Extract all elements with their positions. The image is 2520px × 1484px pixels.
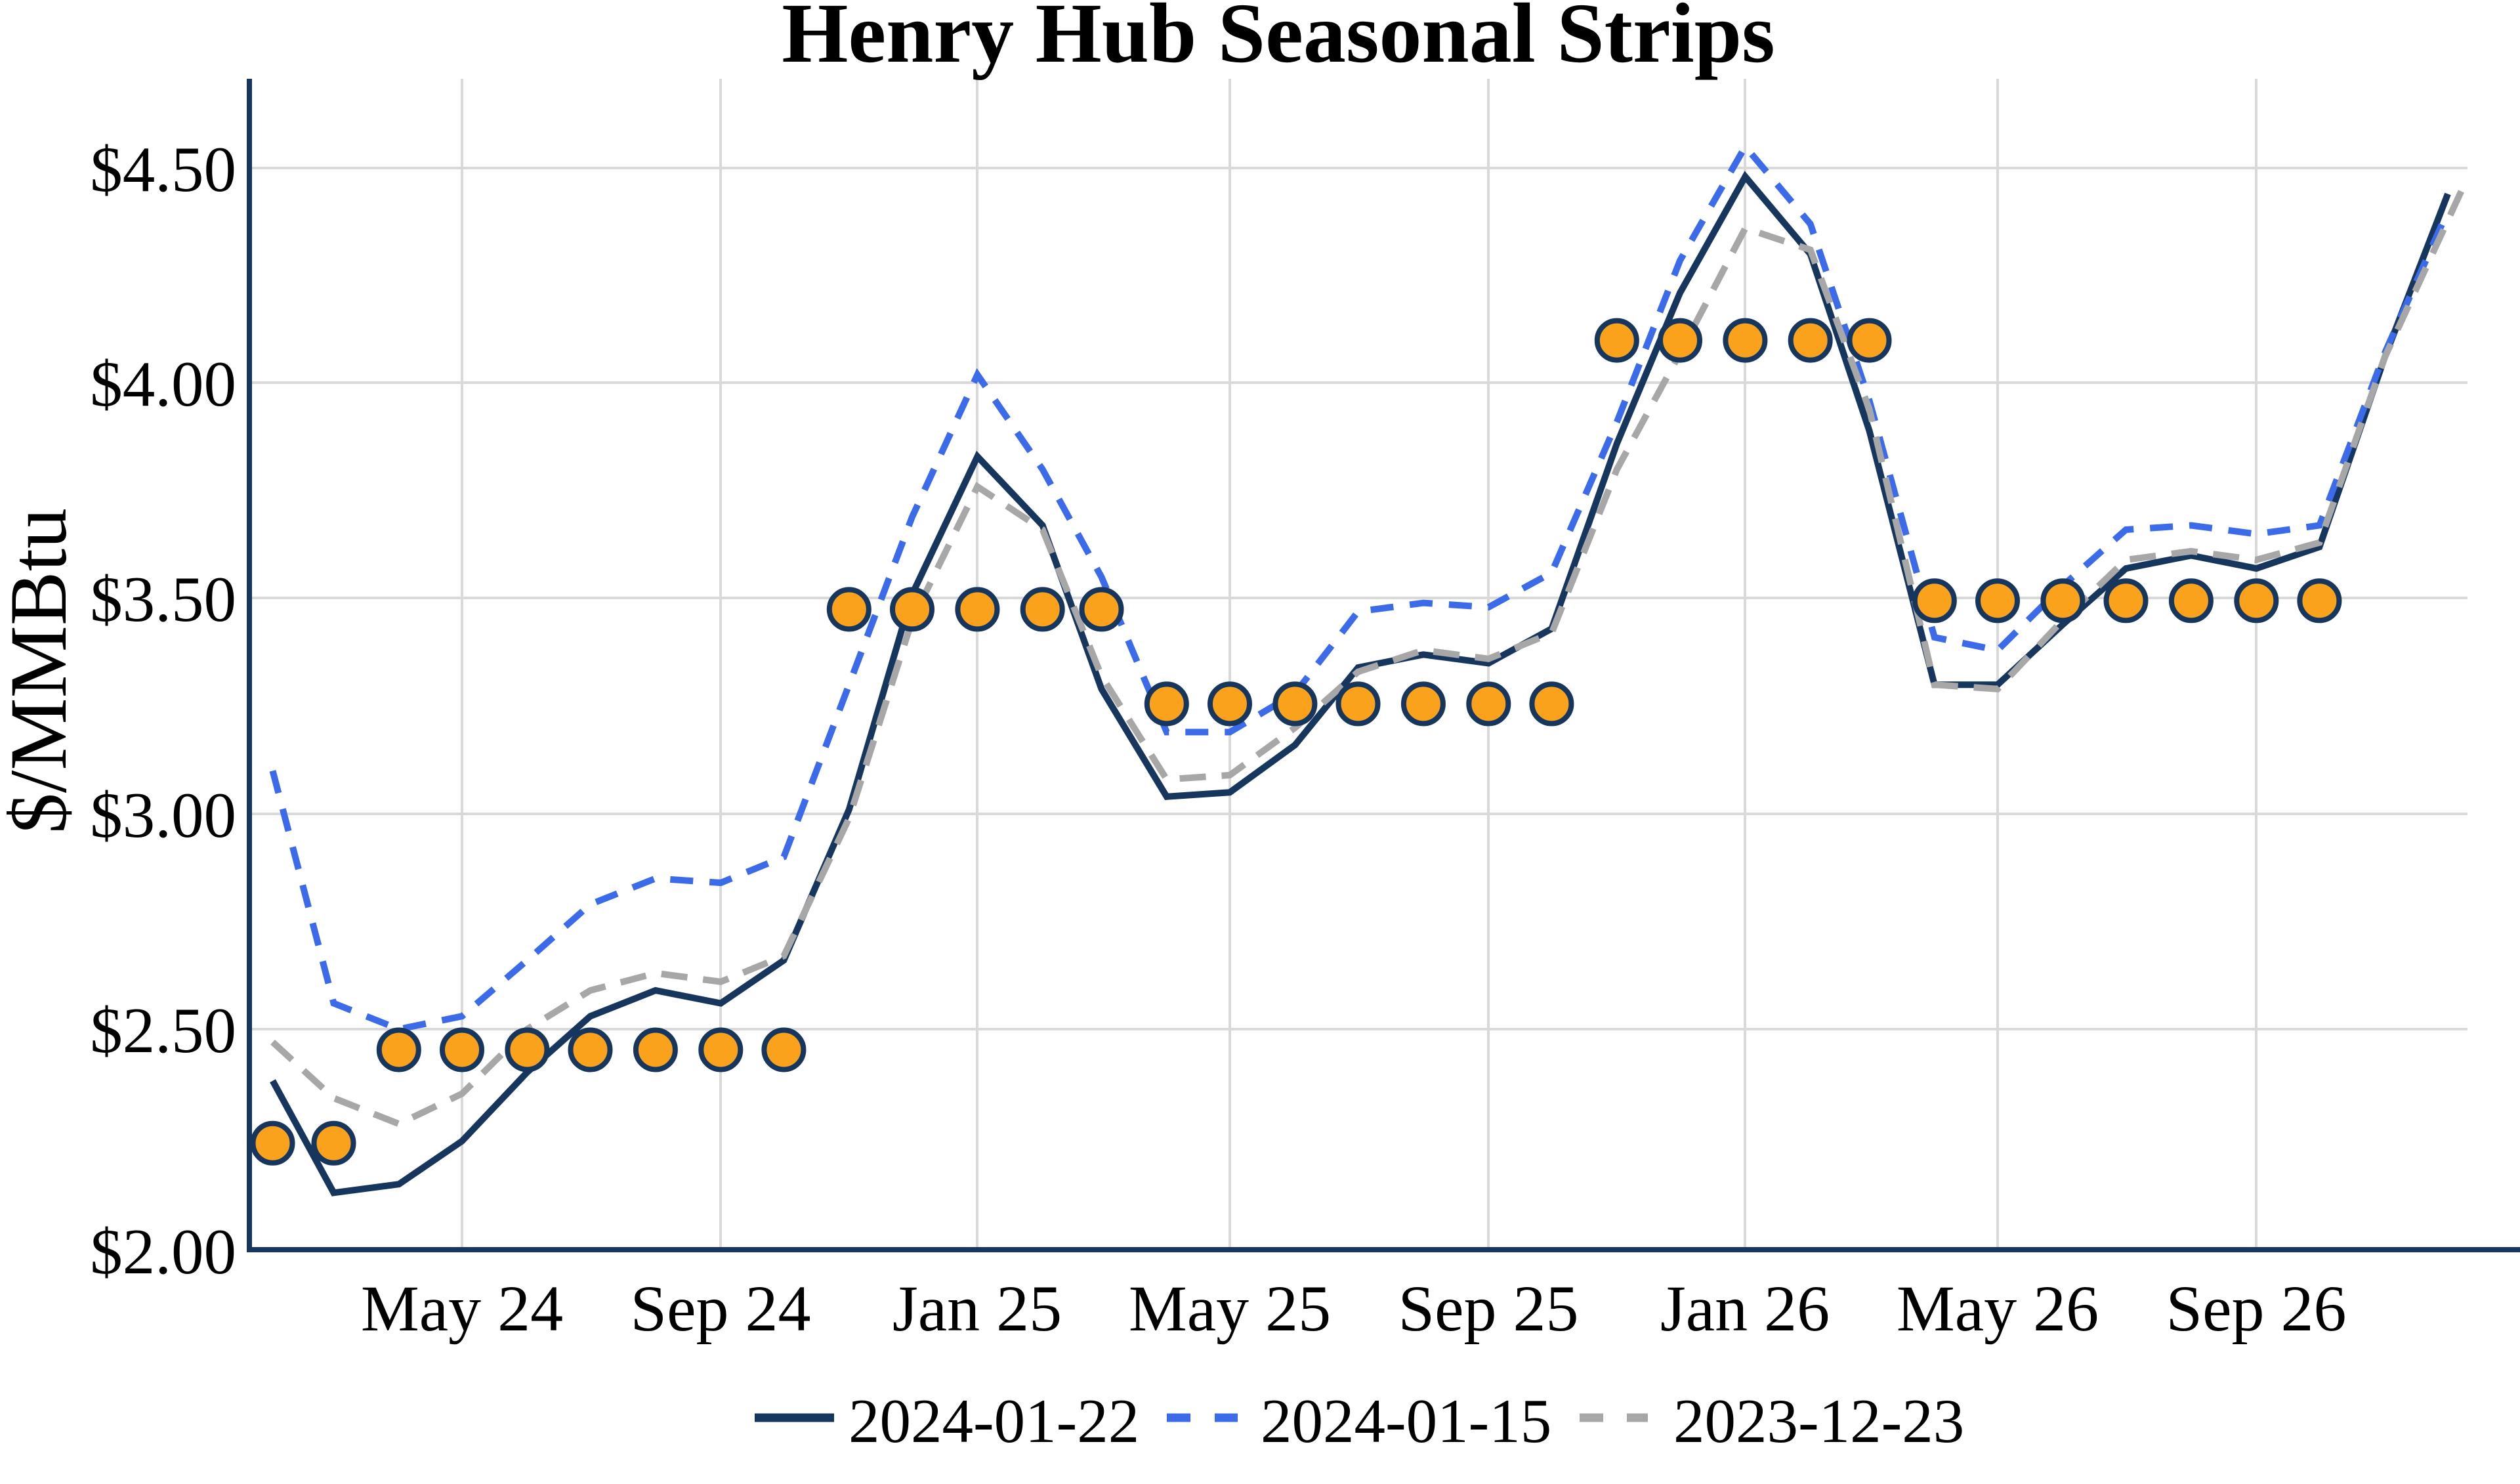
svg-text:May 26: May 26 — [1897, 1272, 2099, 1345]
svg-text:2023-12-23: 2023-12-23 — [1673, 1386, 1964, 1456]
svg-text:Jan 25: Jan 25 — [892, 1272, 1062, 1345]
svg-text:$2.50: $2.50 — [90, 995, 236, 1067]
svg-text:Sep 24: Sep 24 — [631, 1272, 811, 1345]
svg-text:Sep 26: Sep 26 — [2166, 1272, 2347, 1345]
svg-text:Sep 25: Sep 25 — [1398, 1272, 1579, 1345]
svg-text:2024-01-22: 2024-01-22 — [849, 1386, 1139, 1456]
svg-text:$3.00: $3.00 — [90, 780, 236, 851]
svg-text:2024-01-15: 2024-01-15 — [1261, 1386, 1551, 1456]
svg-text:$4.00: $4.00 — [90, 349, 236, 420]
svg-text:May 24: May 24 — [361, 1272, 563, 1345]
svg-text:Henry Hub Seasonal Strips: Henry Hub Seasonal Strips — [782, 0, 1774, 81]
svg-text:$/MMBtu: $/MMBtu — [0, 508, 83, 834]
svg-text:May 25: May 25 — [1129, 1272, 1331, 1345]
svg-text:$4.50: $4.50 — [90, 134, 236, 205]
svg-text:$3.50: $3.50 — [90, 564, 236, 635]
svg-text:$2.00: $2.00 — [90, 1216, 236, 1288]
svg-text:Jan 26: Jan 26 — [1660, 1272, 1830, 1345]
